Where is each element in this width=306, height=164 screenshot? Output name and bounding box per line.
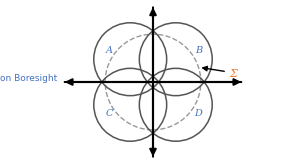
Text: Σ: Σ: [229, 69, 237, 79]
Text: B: B: [195, 46, 202, 55]
Text: Elevation Boresight: Elevation Boresight: [0, 74, 57, 83]
Text: A: A: [106, 46, 113, 55]
Text: C: C: [106, 109, 114, 118]
Text: D: D: [195, 109, 203, 118]
